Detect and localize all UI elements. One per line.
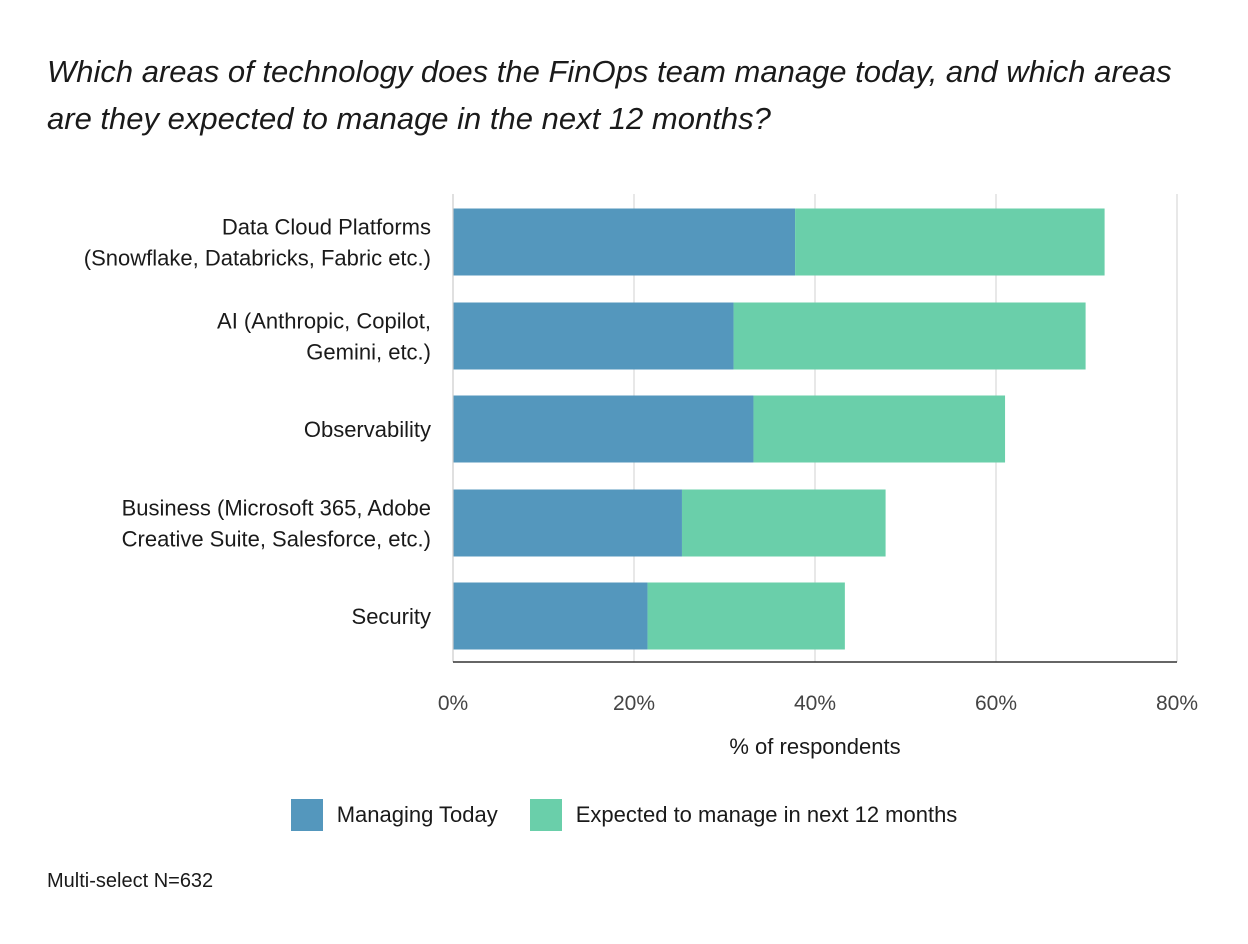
axis-layer [452, 194, 1177, 663]
bar-expected-3 [681, 489, 886, 557]
bar-expected-1 [733, 302, 1086, 370]
bar-managing-today-2 [453, 395, 754, 463]
bars-layer [453, 208, 1105, 650]
bar-managing-today-4 [453, 582, 648, 650]
bar-expected-0 [795, 208, 1105, 276]
bar-expected-2 [753, 395, 1006, 463]
legend-item-managing-today: Managing Today [290, 799, 498, 831]
x-tick-label-20: 20% [613, 692, 655, 715]
category-label-1: AI (Anthropic, Copilot, Gemini, etc.) [217, 309, 431, 365]
x-tick-label-80: 80% [1156, 692, 1198, 715]
legend-swatch-expected [529, 799, 562, 831]
legend-swatch-managing-today [290, 799, 323, 831]
category-label-2: Observability [304, 417, 431, 442]
bar-expected-4 [647, 582, 845, 650]
legend-label-expected: Expected to manage in next 12 months [575, 802, 958, 827]
x-tick-label-40: 40% [794, 692, 836, 715]
labels-layer: 0% 20% 40% 60% 80% Data Cloud Platforms (Snowf… [84, 215, 1198, 760]
category-label-0: Data Cloud Platforms (Snowflake, Databric… [84, 215, 431, 271]
legend-item-expected: Expected to manage in next 12 months [529, 799, 958, 831]
x-tick-label-0: 0% [438, 692, 468, 715]
x-axis-title: % of respondents [729, 734, 900, 759]
bar-managing-today-3 [453, 489, 682, 557]
category-label-4: Security [352, 604, 431, 629]
x-tick-label-60: 60% [975, 692, 1017, 715]
footnote: Multi-select N=632 [47, 870, 214, 892]
bar-managing-today-1 [453, 302, 734, 370]
chart-title: Which areas of technology does the FinOp… [47, 54, 1172, 136]
bar-managing-today-0 [453, 208, 796, 276]
category-label-3: Business (Microsoft 365, Adobe Creative S… [122, 496, 431, 552]
legend-label-managing-today: Managing Today [336, 802, 498, 827]
legend: Managing Today Expected to manage in nex… [0, 799, 1248, 831]
